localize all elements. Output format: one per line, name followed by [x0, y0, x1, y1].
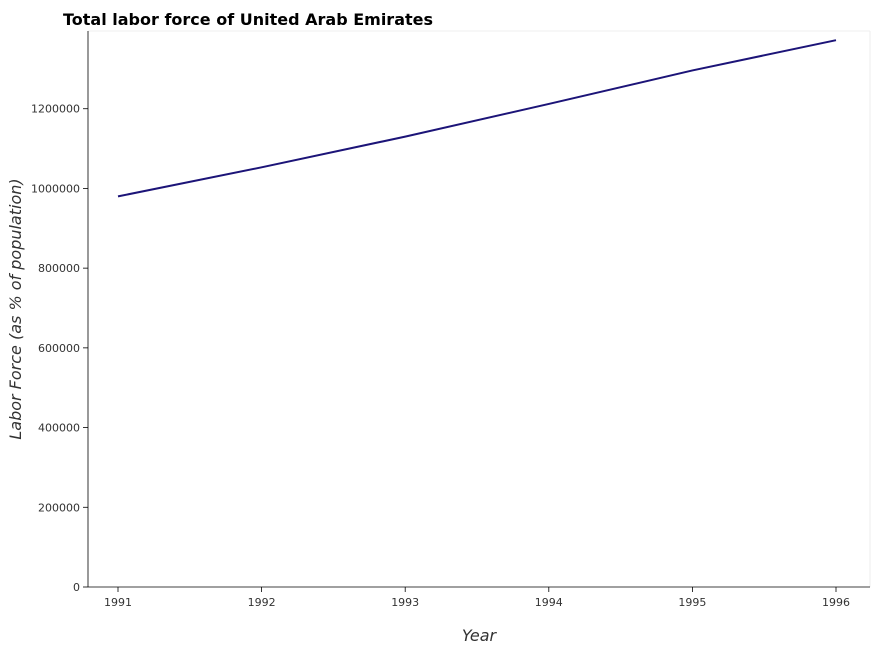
x-tick-label: 1991: [104, 596, 132, 609]
y-tick-label: 1200000: [31, 103, 80, 116]
x-axis-label: Year: [462, 626, 498, 645]
x-tick-label: 1993: [391, 596, 419, 609]
x-tick-label: 1996: [822, 596, 850, 609]
y-tick-label: 600000: [38, 342, 80, 355]
x-tick-label: 1995: [678, 596, 706, 609]
y-tick-label: 1000000: [31, 182, 80, 195]
y-axis-label: Labor Force (as % of population): [6, 178, 25, 439]
x-tick-label: 1992: [248, 596, 276, 609]
y-tick-label: 400000: [38, 422, 80, 435]
x-axis-ticks: 1991 1992 1993 1994 1995 1996: [104, 587, 850, 609]
series-line: [117, 39, 837, 198]
series-layer: [117, 39, 837, 198]
chart-title: Total labor force of United Arab Emirate…: [63, 10, 433, 29]
x-tick-label: 1994: [535, 596, 563, 609]
y-tick-label: 200000: [38, 501, 80, 514]
y-tick-label: 800000: [38, 262, 80, 275]
y-tick-label: 0: [73, 581, 80, 594]
y-axis-ticks: 0 200000 400000 600000 800000 1000000 1200000: [31, 103, 88, 594]
